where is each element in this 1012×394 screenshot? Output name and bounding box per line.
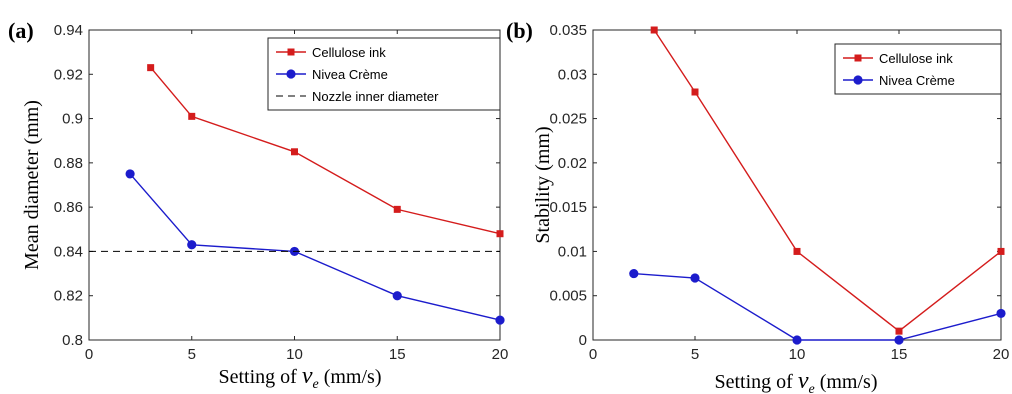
legend-label: Nivea Crème bbox=[879, 73, 955, 88]
series-line bbox=[633, 272, 1002, 341]
x-axis-label: Setting of ve (mm/s) bbox=[219, 363, 382, 392]
x-tick-label: 5 bbox=[188, 346, 196, 363]
legend-marker bbox=[854, 54, 862, 62]
y-tick-label: 0.84 bbox=[54, 243, 83, 260]
y-axis-label: Mean diameter (mm) bbox=[21, 100, 43, 270]
y-tick-label: 0.015 bbox=[549, 199, 587, 216]
series-line bbox=[129, 173, 501, 321]
legend-label: Nivea Crème bbox=[312, 67, 388, 82]
data-point bbox=[691, 88, 699, 96]
panel-label: (a) bbox=[8, 18, 34, 43]
y-tick-label: 0.9 bbox=[62, 111, 83, 128]
x-tick-label: 20 bbox=[492, 346, 509, 363]
panel-label: (b) bbox=[506, 18, 533, 43]
y-tick-label: 0.88 bbox=[54, 155, 83, 172]
x-tick-label: 0 bbox=[85, 346, 93, 363]
y-tick-label: 0.82 bbox=[54, 288, 83, 305]
legend-marker bbox=[286, 69, 296, 79]
data-point bbox=[392, 291, 402, 301]
x-tick-label: 10 bbox=[789, 346, 806, 363]
x-axis-label-subscript: e bbox=[313, 377, 319, 392]
data-point bbox=[393, 205, 401, 213]
legend-label: Cellulose ink bbox=[312, 45, 386, 60]
y-tick-label: 0.005 bbox=[549, 288, 587, 305]
legend: Cellulose ink Nivea Crème bbox=[834, 43, 1002, 95]
x-tick-label: 5 bbox=[691, 346, 699, 363]
legend-marker bbox=[853, 75, 863, 85]
legend: Cellulose ink Nivea Crème Nozzle inner dia… bbox=[267, 37, 501, 111]
y-tick-label: 0.035 bbox=[549, 22, 587, 39]
legend-label: Cellulose ink bbox=[879, 51, 953, 66]
data-point bbox=[894, 335, 904, 345]
data-point bbox=[792, 335, 802, 345]
y-tick-label: 0.86 bbox=[54, 199, 83, 216]
y-tick-label: 0 bbox=[579, 332, 587, 349]
legend-marker bbox=[287, 48, 295, 56]
legend-box bbox=[834, 43, 1002, 95]
x-axis-label-symbol: v bbox=[302, 363, 313, 389]
chart-panel-1: 0 5 10 15 20 0 0.005 0.01 0.015 0.02 0.025 0.03 0.03… bbox=[506, 18, 1009, 394]
x-axis-label-unit: (mm/s) bbox=[815, 371, 878, 393]
x-axis-label: Setting of ve (mm/s) bbox=[715, 368, 878, 394]
data-point bbox=[996, 308, 1006, 319]
y-tick-label: 0.01 bbox=[558, 243, 587, 260]
x-axis-label-symbol: v bbox=[798, 368, 809, 394]
x-axis-label-unit: (mm/s) bbox=[319, 366, 382, 388]
data-point bbox=[997, 247, 1005, 255]
x-tick-label: 0 bbox=[589, 346, 597, 363]
y-tick-label: 0.94 bbox=[54, 22, 83, 39]
legend-box bbox=[267, 37, 501, 111]
data-point bbox=[496, 230, 504, 238]
x-axis-label-prefix: Setting of bbox=[219, 366, 302, 388]
x-axis-label-prefix: Setting of bbox=[715, 371, 798, 393]
data-point bbox=[187, 240, 197, 250]
data-point bbox=[650, 26, 658, 34]
y-tick-label: 0.03 bbox=[558, 66, 587, 83]
y-tick-label: 0.8 bbox=[62, 332, 83, 349]
data-point bbox=[690, 273, 700, 283]
legend-label: Nozzle inner diameter bbox=[312, 89, 439, 104]
y-tick-label: 0.92 bbox=[54, 66, 83, 83]
y-axis-label: Stability (mm) bbox=[532, 126, 554, 243]
x-tick-label: 20 bbox=[993, 346, 1010, 363]
data-point bbox=[291, 148, 298, 156]
chart-panel-0: 0 5 10 15 20 0.8 0.82 0.84 0.86 0.88 0.9 0.92 0.94 Me… bbox=[8, 18, 508, 392]
x-tick-label: 10 bbox=[286, 346, 303, 363]
data-point bbox=[147, 64, 155, 72]
data-point bbox=[495, 315, 505, 325]
data-point bbox=[895, 327, 903, 335]
y-tick-label: 0.025 bbox=[549, 111, 587, 128]
y-tick-label: 0.02 bbox=[558, 155, 587, 172]
data-point bbox=[125, 169, 135, 179]
data-point bbox=[188, 112, 196, 120]
data-point bbox=[629, 268, 639, 279]
x-tick-label: 15 bbox=[891, 346, 908, 363]
x-axis-label-subscript: e bbox=[809, 382, 815, 394]
data-point bbox=[793, 247, 801, 255]
x-tick-label: 15 bbox=[389, 346, 406, 363]
